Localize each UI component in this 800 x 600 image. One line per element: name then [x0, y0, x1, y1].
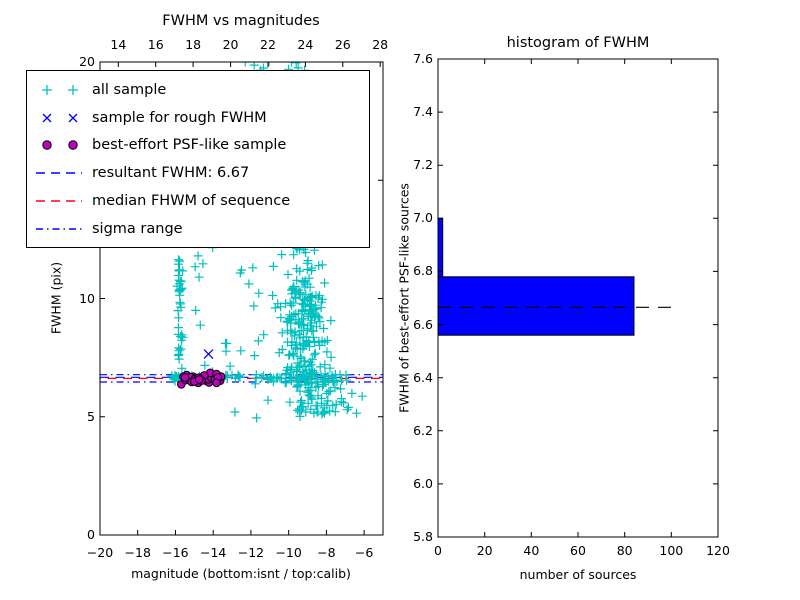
scatter-rough-fwhm — [203, 349, 214, 360]
left-plot-ylabel: FWHM (pix) — [48, 261, 64, 335]
right-xtick-label: 60 — [570, 543, 586, 558]
legend-item-0: all sample — [33, 76, 369, 104]
x-marker-icon — [42, 113, 78, 123]
right-plot-ylabel: FWHM of best-effort PSF-like sources — [396, 183, 412, 413]
left-xtick-label: −20 — [86, 545, 114, 560]
right-plot-title: histogram of FWHM — [506, 35, 650, 51]
left-ytick-label: 10 — [79, 290, 95, 306]
right-ytick-label: 6.6 — [413, 316, 433, 332]
right-ytick-label: 7.2 — [413, 157, 433, 173]
dashed-line-icon — [36, 172, 82, 175]
right-ytick-label: 5.8 — [413, 529, 433, 544]
left-xtick-label: −12 — [237, 545, 265, 560]
left-xtick-label: −8 — [317, 545, 336, 560]
left-top-xtick-label: 28 — [372, 37, 389, 52]
legend-item-1: sample for rough FWHM — [33, 104, 369, 132]
left-xtick-label: −18 — [124, 545, 151, 560]
right-xtick-label: 40 — [523, 543, 540, 558]
legend-item-label: all sample — [92, 81, 167, 98]
right-xtick-label: 100 — [659, 543, 684, 558]
left-plot-title: FWHM vs magnitudes — [162, 13, 320, 29]
circle-marker-icon — [42, 140, 78, 151]
legend-item-label: median FHWM of sequence — [92, 193, 291, 210]
legend-item-label: best-effort PSF-like sample — [92, 137, 287, 154]
left-xtick-label: −6 — [354, 545, 374, 560]
plus-marker-icon — [42, 84, 78, 95]
legend-item-4: median FHWM of sequence — [33, 187, 369, 215]
left-top-xtick-label: 24 — [297, 37, 314, 52]
legend: all sample sample for rough FWHM best-effo… — [26, 70, 370, 248]
legend-item-label: sigma range — [92, 220, 183, 237]
legend-item-label: resultant FWHM: 6.67 — [92, 165, 250, 182]
left-top-xtick-label: 22 — [260, 37, 276, 52]
left-plot-frame — [99, 61, 384, 536]
right-xtick-label: 120 — [706, 543, 730, 558]
left-top-xtick-label: 20 — [222, 37, 239, 52]
right-ytick-label: 6.4 — [413, 369, 433, 385]
right-xtick-label: 20 — [476, 543, 493, 558]
right-xtick-label: 80 — [616, 543, 633, 558]
left-top-xtick-label: 14 — [110, 37, 127, 52]
left-plot-xlabel: magnitude (bottom:isnt / top:calib) — [131, 566, 351, 581]
right-ytick-label: 7.0 — [413, 210, 433, 226]
right-ytick-label: 7.4 — [413, 104, 433, 120]
right-xtick-label: 0 — [434, 543, 442, 558]
left-xtick-label: −14 — [199, 545, 227, 560]
legend-item-3: resultant FWHM: 6.67 — [33, 159, 369, 187]
dashdot-line-icon — [36, 228, 82, 230]
left-xtick-label: −16 — [162, 545, 189, 560]
left-top-xtick-label: 16 — [147, 37, 164, 52]
left-xtick-label: −10 — [275, 545, 302, 560]
right-ytick-label: 6.0 — [413, 475, 433, 491]
right-plot-xlabel: number of sources — [519, 567, 637, 582]
dashed-line-icon — [36, 200, 82, 202]
legend-item-2: best-effort PSF-like sample — [33, 132, 369, 160]
left-ytick-label: 20 — [79, 54, 95, 69]
left-top-xtick-label: 26 — [334, 37, 351, 52]
left-ytick-label: 0 — [87, 527, 95, 542]
scatter-psf-sample — [194, 375, 204, 384]
scatter-psf-sample — [180, 373, 190, 382]
left-ytick-label: 5 — [87, 408, 95, 424]
right-ytick-label: 6.2 — [413, 422, 433, 438]
right-plot-frame — [437, 58, 719, 538]
right-ytick-label: 7.6 — [413, 51, 433, 66]
histogram-bar — [438, 276, 635, 336]
legend-item-label: sample for rough FWHM — [92, 109, 267, 126]
legend-item-5: sigma range — [33, 215, 369, 243]
scatter-psf-sample — [212, 378, 221, 388]
right-ytick-label: 6.8 — [413, 263, 433, 279]
left-top-xtick-label: 18 — [185, 37, 202, 52]
histogram-bar — [438, 217, 444, 278]
